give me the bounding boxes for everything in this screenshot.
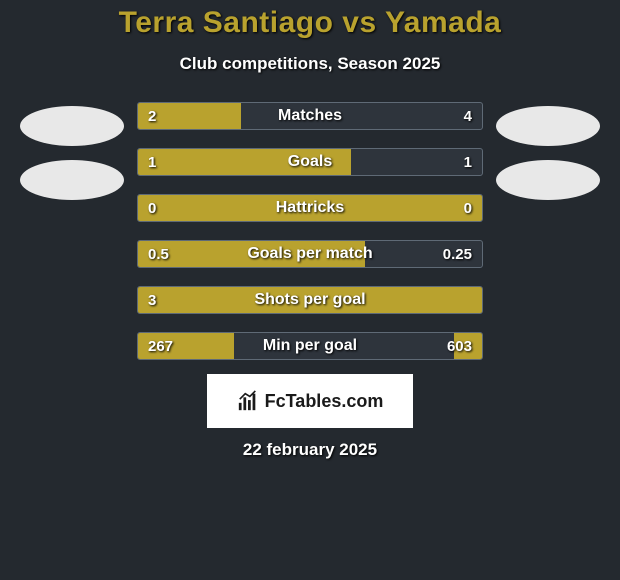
stat-label: Shots per goal [138,287,482,313]
left-avatar-col [7,102,137,360]
player1-avatar [20,106,124,146]
stat-value-right: 603 [447,333,472,359]
page-title: Terra Santiago vs Yamada [0,6,620,40]
stat-row: 1Goals1 [137,148,483,176]
stat-row: 3Shots per goal [137,286,483,314]
fctables-logo[interactable]: FcTables.com [207,374,413,428]
stat-row: 0Hattricks0 [137,194,483,222]
stat-row: 267Min per goal603 [137,332,483,360]
stats-column: 2Matches4 1Goals1 0Hattricks0 0.5Goals per … [137,102,483,360]
stat-label: Goals [138,149,482,175]
logo-text: FcTables.com [265,391,384,412]
subtitle: Club competitions, Season 2025 [0,54,620,74]
player1-club-avatar [20,160,124,200]
stat-label: Min per goal [138,333,482,359]
stat-value-right: 4 [464,103,472,129]
date-label: 22 february 2025 [0,440,620,460]
player2-club-avatar [496,160,600,200]
right-avatar-col [483,102,613,360]
stat-row: 2Matches4 [137,102,483,130]
stat-value-right: 0.25 [443,241,472,267]
stat-label: Goals per match [138,241,482,267]
stat-value-right: 0 [464,195,472,221]
stat-value-right: 1 [464,149,472,175]
stat-label: Matches [138,103,482,129]
chart-icon [237,390,259,412]
comparison-area: 2Matches4 1Goals1 0Hattricks0 0.5Goals per … [0,102,620,360]
stat-label: Hattricks [138,195,482,221]
stat-row: 0.5Goals per match0.25 [137,240,483,268]
player2-avatar [496,106,600,146]
